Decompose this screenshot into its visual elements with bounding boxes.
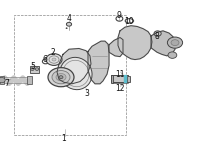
Circle shape [31, 68, 34, 70]
Text: 7: 7 [4, 78, 9, 88]
Bar [30, 66, 39, 73]
Bar [124, 75, 126, 82]
Text: 11: 11 [115, 70, 125, 79]
Text: 1: 1 [62, 134, 66, 143]
Polygon shape [109, 37, 123, 57]
Text: 4: 4 [67, 14, 71, 23]
Text: 5: 5 [31, 62, 35, 71]
Bar [127, 76, 130, 82]
Text: 10: 10 [124, 17, 134, 26]
Circle shape [154, 31, 161, 36]
Polygon shape [118, 26, 152, 60]
Polygon shape [57, 49, 91, 84]
Bar [111, 75, 128, 82]
Bar [27, 76, 32, 84]
Ellipse shape [60, 57, 92, 90]
Circle shape [52, 71, 70, 84]
Text: 2: 2 [51, 48, 55, 57]
Circle shape [48, 68, 74, 87]
Bar [111, 75, 113, 83]
Circle shape [46, 54, 62, 65]
Polygon shape [88, 41, 109, 84]
Circle shape [35, 68, 39, 70]
Circle shape [168, 52, 177, 58]
Text: 3: 3 [85, 89, 89, 98]
Text: 9: 9 [117, 11, 121, 20]
Bar [0, 76, 4, 84]
Polygon shape [151, 31, 175, 56]
Circle shape [66, 28, 67, 29]
Text: 6: 6 [43, 55, 47, 64]
Circle shape [0, 77, 5, 83]
Circle shape [66, 22, 72, 26]
Circle shape [52, 58, 56, 61]
Text: 8: 8 [155, 31, 159, 41]
Bar [14, 15, 126, 135]
Circle shape [171, 40, 179, 46]
Circle shape [59, 76, 63, 79]
Text: 12: 12 [115, 84, 125, 93]
Circle shape [167, 37, 183, 48]
Circle shape [56, 74, 66, 81]
